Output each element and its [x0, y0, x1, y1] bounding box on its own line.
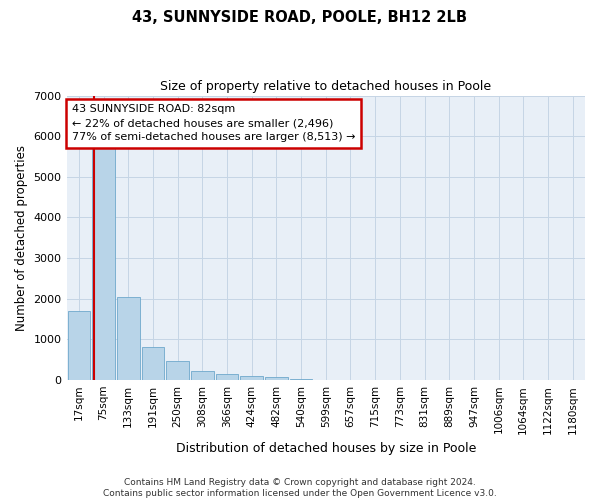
Text: Contains HM Land Registry data © Crown copyright and database right 2024.
Contai: Contains HM Land Registry data © Crown c… [103, 478, 497, 498]
Bar [92, 144, 115, 380]
Title: Size of property relative to detached houses in Poole: Size of property relative to detached ho… [160, 80, 491, 93]
Bar [265, 377, 288, 380]
Bar [166, 362, 189, 380]
Bar [241, 376, 263, 380]
Y-axis label: Number of detached properties: Number of detached properties [15, 145, 28, 331]
Text: 43, SUNNYSIDE ROAD, POOLE, BH12 2LB: 43, SUNNYSIDE ROAD, POOLE, BH12 2LB [133, 10, 467, 25]
Bar [117, 296, 140, 380]
X-axis label: Distribution of detached houses by size in Poole: Distribution of detached houses by size … [176, 442, 476, 455]
Bar [68, 311, 90, 380]
Bar [191, 370, 214, 380]
Text: 43 SUNNYSIDE ROAD: 82sqm
← 22% of detached houses are smaller (2,496)
77% of sem: 43 SUNNYSIDE ROAD: 82sqm ← 22% of detach… [72, 104, 355, 142]
Bar [215, 374, 238, 380]
Bar [142, 346, 164, 380]
